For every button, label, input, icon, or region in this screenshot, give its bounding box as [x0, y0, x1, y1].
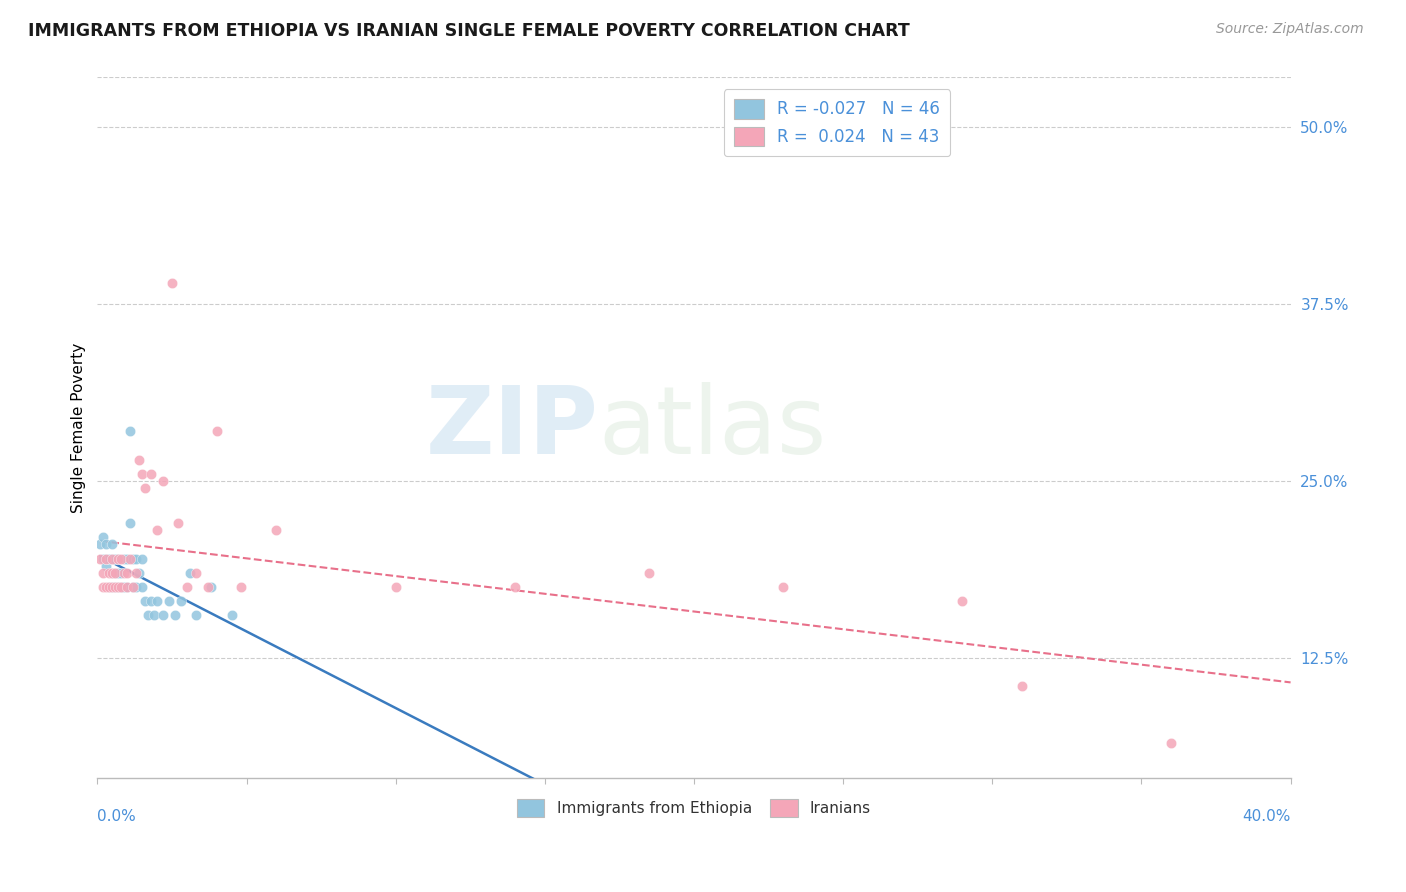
Point: [98, 551, 121, 566]
Point: [98, 580, 121, 594]
Point: [170, 594, 193, 608]
Point: [110, 566, 132, 580]
Text: 40.0%: 40.0%: [1243, 809, 1291, 824]
Point: [384, 580, 406, 594]
Text: 0.0%: 0.0%: [97, 809, 136, 824]
Point: [104, 566, 127, 580]
Point: [134, 481, 156, 495]
Point: [136, 608, 159, 623]
Point: [503, 580, 526, 594]
Text: Source: ZipAtlas.com: Source: ZipAtlas.com: [1216, 22, 1364, 37]
Point: [96, 551, 118, 566]
Point: [152, 474, 174, 488]
Point: [200, 580, 222, 594]
Point: [110, 551, 132, 566]
Point: [112, 551, 135, 566]
Point: [205, 424, 228, 438]
Point: [115, 580, 138, 594]
Point: [122, 551, 145, 566]
Point: [104, 566, 127, 580]
Point: [146, 524, 169, 538]
Point: [91, 566, 114, 580]
Point: [89, 551, 111, 566]
Point: [107, 580, 129, 594]
Point: [131, 580, 153, 594]
Point: [176, 580, 198, 594]
Text: IMMIGRANTS FROM ETHIOPIA VS IRANIAN SINGLE FEMALE POVERTY CORRELATION CHART: IMMIGRANTS FROM ETHIOPIA VS IRANIAN SING…: [28, 22, 910, 40]
Point: [167, 516, 190, 531]
Point: [179, 566, 201, 580]
Point: [91, 551, 114, 566]
Point: [107, 580, 129, 594]
Point: [101, 566, 124, 580]
Point: [122, 580, 145, 594]
Point: [101, 537, 124, 551]
Point: [139, 467, 162, 481]
Point: [197, 580, 219, 594]
Point: [101, 551, 124, 566]
Point: [131, 551, 153, 566]
Point: [120, 424, 142, 438]
Point: [143, 608, 166, 623]
Point: [110, 580, 132, 594]
Text: ZIP: ZIP: [426, 382, 599, 474]
Point: [120, 551, 142, 566]
Point: [98, 580, 121, 594]
Point: [120, 516, 142, 531]
Point: [115, 551, 138, 566]
Point: [163, 608, 186, 623]
Point: [115, 580, 138, 594]
Text: atlas: atlas: [599, 382, 827, 474]
Point: [128, 452, 150, 467]
Point: [131, 467, 153, 481]
Point: [101, 566, 124, 580]
Point: [1160, 735, 1182, 749]
Point: [139, 594, 162, 608]
Point: [229, 580, 252, 594]
Point: [96, 558, 118, 573]
Point: [122, 580, 145, 594]
Point: [110, 580, 132, 594]
Point: [772, 580, 794, 594]
Point: [98, 566, 121, 580]
Point: [134, 594, 156, 608]
Point: [125, 551, 148, 566]
Point: [221, 608, 243, 623]
Point: [107, 551, 129, 566]
Point: [96, 580, 118, 594]
Point: [107, 566, 129, 580]
Point: [184, 608, 207, 623]
Point: [91, 530, 114, 544]
Point: [160, 276, 183, 290]
Point: [104, 580, 127, 594]
Point: [112, 580, 135, 594]
Point: [112, 566, 135, 580]
Point: [107, 551, 129, 566]
Point: [96, 537, 118, 551]
Point: [146, 594, 169, 608]
Point: [101, 580, 124, 594]
Point: [89, 537, 111, 551]
Legend: Immigrants from Ethiopia, Iranians: Immigrants from Ethiopia, Iranians: [510, 793, 877, 822]
Point: [266, 524, 288, 538]
Point: [125, 566, 148, 580]
Point: [638, 566, 661, 580]
Y-axis label: Single Female Poverty: Single Female Poverty: [72, 343, 86, 513]
Point: [96, 551, 118, 566]
Point: [1011, 679, 1033, 693]
Point: [125, 580, 148, 594]
Point: [91, 580, 114, 594]
Point: [101, 551, 124, 566]
Point: [184, 566, 207, 580]
Point: [152, 608, 174, 623]
Point: [128, 566, 150, 580]
Point: [157, 594, 180, 608]
Point: [104, 551, 127, 566]
Point: [115, 566, 138, 580]
Point: [104, 580, 127, 594]
Point: [952, 594, 974, 608]
Point: [101, 580, 124, 594]
